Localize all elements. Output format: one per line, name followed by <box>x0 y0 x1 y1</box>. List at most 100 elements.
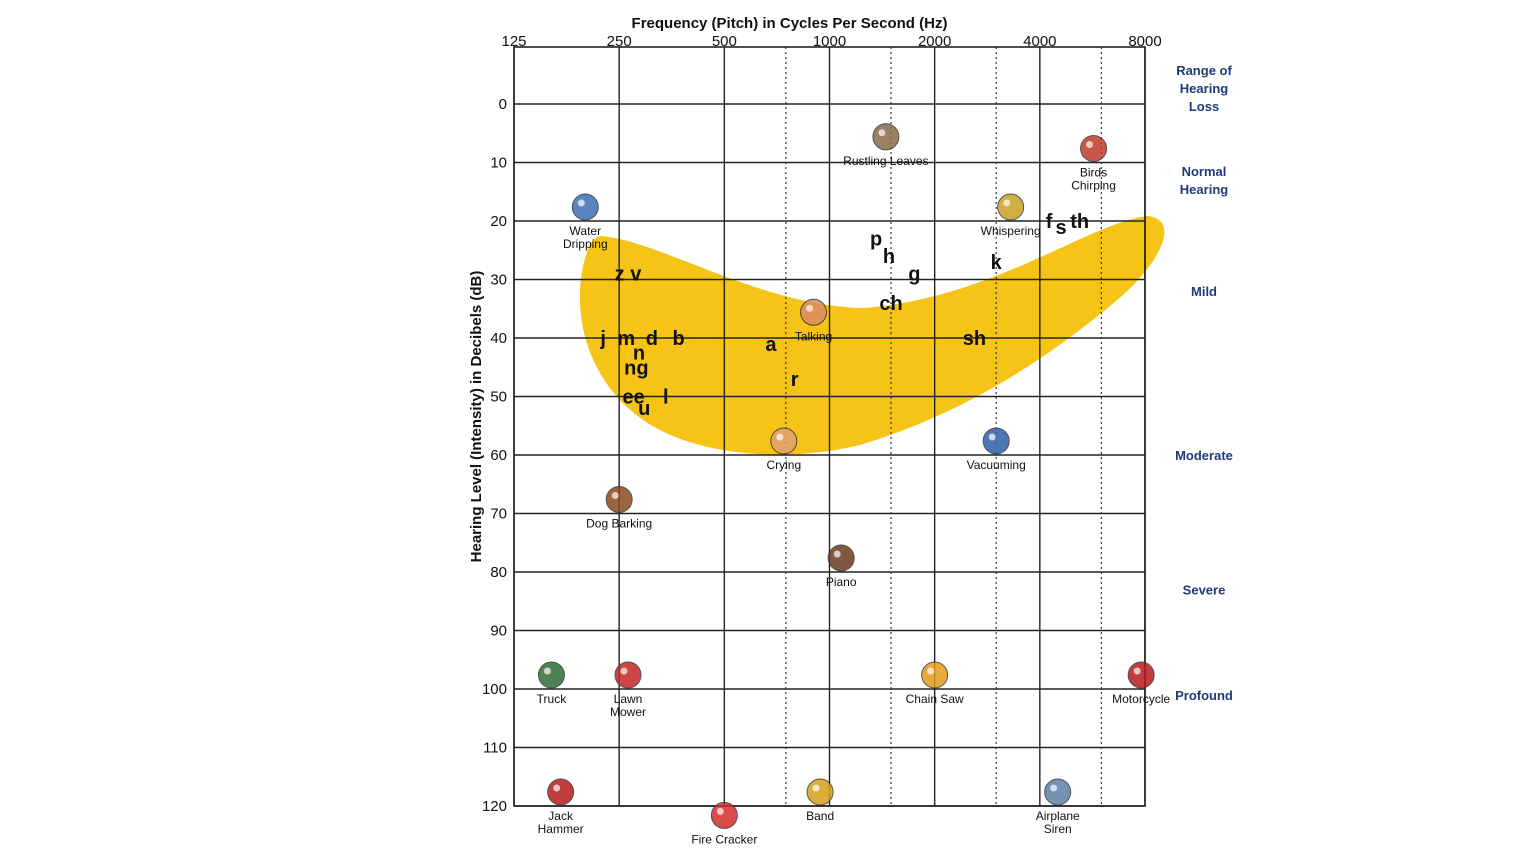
category-normal-hearing: Hearing <box>1180 182 1228 197</box>
y-tick-110: 110 <box>483 740 507 757</box>
phoneme-f: f <box>1046 211 1053 233</box>
sound-chain-saw: Chain Saw <box>906 661 964 706</box>
sound-icon-highlight-whispering <box>1003 199 1011 207</box>
phoneme-u: u <box>638 398 650 420</box>
sound-icon-highlight-piano <box>833 550 841 558</box>
sound-icon-whispering <box>997 193 1025 221</box>
sound-label-fire-cracker: Fire Cracker <box>691 832 757 846</box>
sound-icon-dog-barking <box>605 486 633 513</box>
speech-banana <box>579 216 1165 455</box>
phoneme-ng: ng <box>624 357 648 379</box>
speech-banana-layer <box>579 216 1165 455</box>
range-of-hearing-loss-header: Range of <box>1176 63 1232 78</box>
sound-piano: Piano <box>826 544 857 589</box>
sound-icon-birds-chirping <box>1080 135 1108 162</box>
category-mild: Mild <box>1191 284 1217 299</box>
y-tick-120: 120 <box>482 798 507 815</box>
phoneme-th: th <box>1070 211 1089 233</box>
sound-whispering: Whispering <box>981 193 1041 238</box>
sound-label-lawn-mower: Lawn <box>614 692 643 706</box>
sound-icon-lawn-mower <box>614 661 642 689</box>
sound-icon-airplane-siren <box>1044 778 1072 806</box>
phoneme-r: r <box>791 369 799 391</box>
phoneme-p: p <box>870 229 882 251</box>
sound-icon-vacuuming <box>982 427 1010 455</box>
y-tick-20: 20 <box>490 213 507 230</box>
category-severe: Severe <box>1183 583 1226 598</box>
sound-label-band: Band <box>806 809 834 823</box>
sound-talking: Talking <box>795 298 832 343</box>
sound-icon-highlight-vacuuming <box>988 433 996 441</box>
phoneme-l: l <box>663 387 669 409</box>
sound-label-airplane-siren: Airplane <box>1036 809 1080 823</box>
sound-label-lawn-mower: Mower <box>610 705 646 719</box>
x-tick-2000: 2000 <box>918 33 951 50</box>
sound-icon-highlight-truck <box>543 667 551 675</box>
sound-crying: Crying <box>766 427 801 472</box>
sound-label-chain-saw: Chain Saw <box>906 692 964 706</box>
sound-label-jack-hammer: Hammer <box>538 822 584 836</box>
y-tick-50: 50 <box>490 389 507 406</box>
sound-label-water-dripping: Dripping <box>563 237 608 251</box>
phoneme-k: k <box>991 252 1003 274</box>
category-moderate: Moderate <box>1175 448 1233 463</box>
sound-fire-cracker: Fire Cracker <box>691 801 757 846</box>
phoneme-z-v: z v <box>615 264 643 286</box>
sound-motorcycle: Motorcycle <box>1112 661 1170 706</box>
hearing-loss-categories-layer: Range of Hearing Loss Normal Hearing Mild Mode… <box>1175 63 1233 703</box>
sound-icon-highlight-airplane-siren <box>1050 784 1058 792</box>
sound-label-rustling-leaves: Rustling Leaves <box>843 154 928 168</box>
x-axis-title: Frequency (Pitch) in Cycles Per Second (… <box>632 15 948 32</box>
sound-icon-highlight-chain-saw <box>927 667 935 675</box>
y-tick-40: 40 <box>490 330 507 347</box>
sound-icon-highlight-dog-barking <box>611 492 619 499</box>
y-tick-60: 60 <box>490 447 507 464</box>
phoneme-a: a <box>765 334 777 356</box>
y-tick-100: 100 <box>482 681 507 698</box>
sound-icon-highlight-lawn-mower <box>620 667 628 675</box>
phoneme-b: b <box>673 328 685 350</box>
phoneme-ee: ee <box>623 387 645 409</box>
sound-dog-barking: Dog Barking <box>586 486 652 531</box>
sound-label-birds-chirping: Chirping <box>1071 179 1116 193</box>
range-of-hearing-loss-header: Loss <box>1189 99 1219 114</box>
sound-icon-crying <box>770 427 798 455</box>
y-axis-title: Hearing Level (Intensity) in Decibels (d… <box>468 271 485 563</box>
sound-icon-jack-hammer <box>547 778 575 806</box>
phoneme-s: s <box>1055 217 1066 239</box>
phoneme-d: d <box>646 328 658 350</box>
sound-icon-highlight-talking <box>806 304 814 312</box>
sound-label-water-dripping: Water <box>570 224 602 238</box>
sound-icon-rustling-leaves <box>872 123 900 151</box>
sound-icon-highlight-water-dripping <box>577 199 585 207</box>
sound-label-whispering: Whispering <box>981 224 1041 238</box>
phoneme-n: n <box>633 343 645 365</box>
sound-icon-motorcycle <box>1127 661 1155 689</box>
sound-label-piano: Piano <box>826 575 857 589</box>
sound-label-talking: Talking <box>795 329 832 343</box>
sound-icon-highlight-fire-cracker <box>716 807 724 815</box>
sound-icon-highlight-rustling-leaves <box>878 129 886 137</box>
phoneme-h: h <box>883 246 895 268</box>
category-normal-hearing: Normal <box>1182 164 1227 179</box>
x-tick-250: 250 <box>607 33 632 50</box>
phoneme-g: g <box>908 264 920 286</box>
grid-layer <box>513 46 1146 807</box>
sound-label-jack-hammer: Jack <box>548 809 574 823</box>
y-tick-70: 70 <box>490 506 507 523</box>
sound-truck: Truck <box>537 661 567 706</box>
range-of-hearing-loss-header: Hearing <box>1180 81 1228 96</box>
category-profound: Profound <box>1175 688 1233 703</box>
x-tick-500: 500 <box>712 33 737 50</box>
sound-icon-highlight-crying <box>776 433 784 441</box>
phoneme-m: m <box>617 328 635 350</box>
sound-label-birds-chirping: Birds <box>1080 166 1107 180</box>
sound-vacuuming: Vacuuming <box>967 427 1026 472</box>
sound-label-motorcycle: Motorcycle <box>1112 692 1170 706</box>
